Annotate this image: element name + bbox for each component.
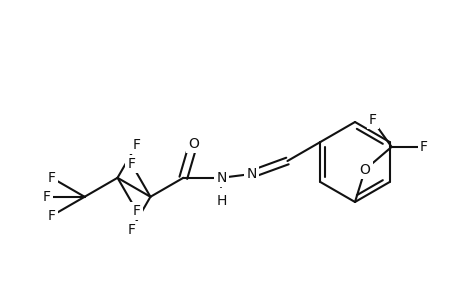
Text: F: F xyxy=(132,138,140,152)
Text: F: F xyxy=(43,190,50,204)
Text: F: F xyxy=(368,113,376,127)
Text: H: H xyxy=(216,194,226,208)
Text: F: F xyxy=(127,157,135,171)
Text: F: F xyxy=(48,209,56,223)
Text: F: F xyxy=(127,223,135,237)
Text: F: F xyxy=(419,140,427,154)
Text: F: F xyxy=(132,204,140,218)
Text: N: N xyxy=(246,167,257,181)
Text: O: O xyxy=(359,163,369,177)
Text: O: O xyxy=(187,136,198,151)
Text: N: N xyxy=(216,171,226,185)
Text: F: F xyxy=(48,171,56,185)
